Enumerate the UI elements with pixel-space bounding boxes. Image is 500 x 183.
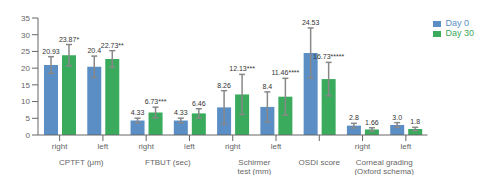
svg-text:6.73***: 6.73***: [145, 98, 167, 105]
svg-text:FTBUT (sec): FTBUT (sec): [145, 158, 191, 167]
svg-text:30: 30: [21, 31, 30, 40]
svg-text:35: 35: [21, 14, 30, 23]
svg-text:2.8: 2.8: [349, 114, 359, 121]
html-text:Day 0: Day 0: [445, 18, 469, 28]
svg-text:left: left: [400, 142, 411, 151]
svg-text:20.93: 20.93: [42, 48, 60, 55]
svg-text:5: 5: [26, 114, 31, 123]
svg-text:16.73*****: 16.73*****: [313, 53, 344, 60]
svg-text:1.66: 1.66: [365, 119, 379, 126]
html-text:Day 30: Day 30: [445, 28, 474, 38]
svg-text:4.33: 4.33: [131, 109, 145, 116]
svg-text:20: 20: [21, 64, 30, 73]
svg-text:Corneal grading(Oxford schema): Corneal grading(Oxford schema): [354, 158, 414, 175]
svg-text:left: left: [271, 142, 282, 151]
svg-text:24.53: 24.53: [302, 19, 320, 26]
svg-text:15: 15: [21, 81, 30, 90]
svg-text:8.4: 8.4: [263, 83, 273, 90]
svg-text:0: 0: [26, 131, 31, 140]
svg-text:Schirmertest (mm): Schirmertest (mm): [237, 158, 271, 175]
svg-text:3.0: 3.0: [392, 114, 402, 121]
svg-text:25: 25: [21, 47, 30, 56]
svg-text:8.26: 8.26: [217, 82, 231, 89]
svg-text:right: right: [138, 142, 154, 151]
svg-text:6.46: 6.46: [192, 100, 206, 107]
svg-text:CPTFT (μm): CPTFT (μm): [59, 158, 104, 167]
svg-text:10: 10: [21, 97, 30, 106]
svg-text:23.87*: 23.87*: [59, 36, 80, 43]
svg-text:20.4: 20.4: [87, 47, 101, 54]
svg-text:OSDI score: OSDI score: [299, 158, 341, 167]
svg-text:left: left: [184, 142, 195, 151]
svg-text:22.73**: 22.73**: [101, 42, 124, 49]
svg-text:1.8: 1.8: [410, 118, 420, 125]
svg-text:left: left: [98, 142, 109, 151]
svg-text:right: right: [225, 142, 241, 151]
svg-text:12.13***: 12.13***: [229, 65, 255, 72]
svg-text:11.46****: 11.46****: [271, 69, 299, 76]
svg-text:4.33: 4.33: [174, 109, 188, 116]
svg-text:right: right: [355, 142, 371, 151]
svg-text:right: right: [52, 142, 68, 151]
